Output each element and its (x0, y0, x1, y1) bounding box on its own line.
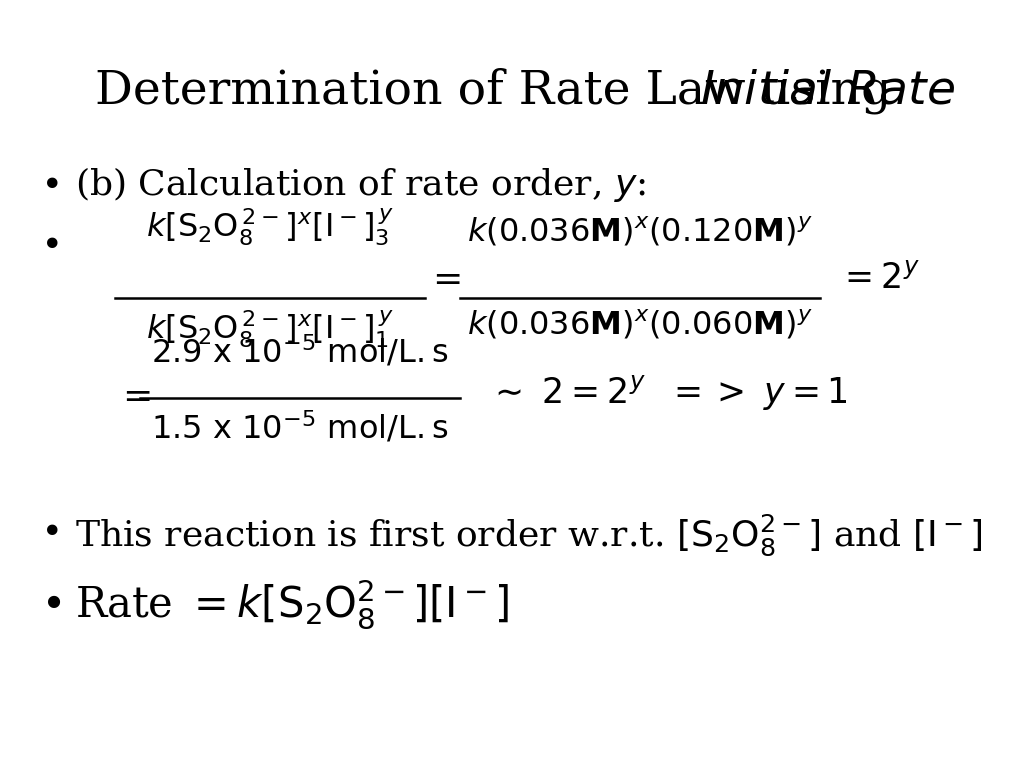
Text: $= 2^y$: $= 2^y$ (838, 261, 920, 295)
Text: $\mathit{Initial\ Rate}$: $\mathit{Initial\ Rate}$ (700, 68, 955, 113)
Text: $\bullet$: $\bullet$ (40, 512, 58, 546)
Text: $\bullet$: $\bullet$ (40, 580, 61, 622)
Text: $\bullet$: $\bullet$ (40, 225, 58, 259)
Text: Determination of Rate Law using: Determination of Rate Law using (95, 68, 906, 114)
Text: (b) Calculation of rate order, $y$:: (b) Calculation of rate order, $y$: (75, 165, 646, 204)
Text: This reaction is first order w.r.t. $[\mathrm{S_2O_8^{2-}}]$ and $[\mathrm{I^-}]: This reaction is first order w.r.t. $[\m… (75, 512, 983, 558)
Text: Rate $= k[\mathrm{S_2O_8^{2-}}][\mathrm{I^-}]$: Rate $= k[\mathrm{S_2O_8^{2-}}][\mathrm{… (75, 578, 509, 631)
Text: $\bullet$: $\bullet$ (40, 165, 58, 199)
Text: $k(0.036\mathbf{M})^x(0.120\mathbf{M})^y$: $k(0.036\mathbf{M})^x(0.120\mathbf{M})^y… (467, 215, 813, 248)
Text: $2.9\ \mathrm{x}\ 10^{-5}\ \mathrm{mol/L.s}$: $2.9\ \mathrm{x}\ 10^{-5}\ \mathrm{mol/L… (152, 334, 449, 370)
Text: $k[\mathrm{S_2O_8^{\,2-}}]^x[\mathrm{I^-}]_3^{\,y}$: $k[\mathrm{S_2O_8^{\,2-}}]^x[\mathrm{I^-… (146, 207, 394, 248)
Text: $=$: $=$ (115, 378, 151, 412)
Text: $=$: $=$ (425, 261, 461, 295)
Text: $k[\mathrm{S_2O_8^{\,2-}}]^x[\mathrm{I^-}]_1^{\,y}$: $k[\mathrm{S_2O_8^{\,2-}}]^x[\mathrm{I^-… (146, 308, 394, 349)
Text: $\sim\ 2 = 2^y\ \ =>\ y = 1$: $\sim\ 2 = 2^y\ \ =>\ y = 1$ (488, 373, 848, 412)
Text: $k(0.036\mathbf{M})^x(0.060\mathbf{M})^y$: $k(0.036\mathbf{M})^x(0.060\mathbf{M})^y… (467, 308, 813, 341)
Text: $1.5\ \mathrm{x}\ 10^{-5}\ \mathrm{mol/L.s}$: $1.5\ \mathrm{x}\ 10^{-5}\ \mathrm{mol/L… (152, 410, 449, 445)
